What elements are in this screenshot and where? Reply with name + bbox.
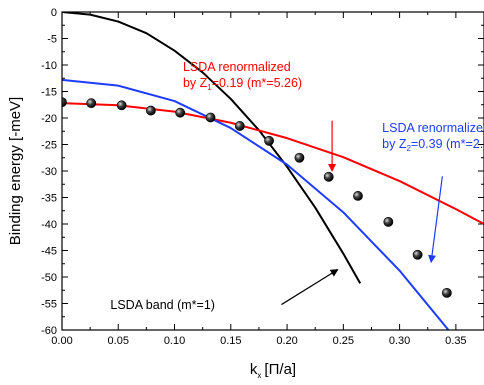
plot-frame	[61, 11, 484, 331]
y-tick-label: -15	[41, 87, 57, 99]
x-axis-title-sub: x	[257, 371, 261, 380]
lsda-z1-line	[62, 102, 484, 225]
data-point	[383, 216, 394, 227]
data-point	[205, 112, 216, 123]
y-tick-label: -20	[41, 113, 57, 125]
data-point	[146, 105, 156, 116]
data-point	[412, 249, 423, 260]
x-tick-label: 0.15	[220, 335, 241, 347]
x-tick-label: 0.00	[51, 335, 72, 347]
x-tick-label: 0.30	[389, 335, 410, 347]
x-axis-title-unit: [Π/a]	[264, 361, 296, 378]
data-point	[441, 287, 452, 298]
data-point	[323, 171, 334, 182]
y-tick-label: 0	[51, 7, 57, 19]
y-tick-label: -50	[41, 272, 57, 284]
data-point	[175, 107, 186, 118]
annotation-red-line1: LSDA renormalized	[183, 60, 291, 74]
data-point	[294, 152, 305, 163]
annotation-black-arrow	[281, 269, 339, 306]
series-layer	[62, 12, 484, 330]
data-point	[264, 135, 274, 146]
y-tick-label: -60	[41, 325, 57, 337]
annotation-black: LSDA band (m*=1)	[110, 269, 339, 312]
y-tick-label: -10	[41, 60, 57, 72]
lsda-band-line	[62, 12, 362, 284]
y-axis-title: Binding energy [-meV]	[7, 97, 24, 245]
y-tick-label: -40	[41, 219, 57, 231]
x-tick-label: 0.10	[164, 335, 185, 347]
data-point	[353, 191, 363, 201]
x-tick-label: 0.35	[445, 335, 466, 347]
x-axis-title: kx [Π/a]	[250, 361, 296, 380]
x-tick-label: 0.25	[333, 335, 354, 347]
data-point	[234, 121, 245, 131]
annotation-blue-arrow	[428, 176, 443, 264]
y-tick-label: -25	[41, 140, 57, 152]
annotation-red-line2: by Z1=0.19 (m*=5.26)	[183, 76, 302, 92]
annotation-black-line1: LSDA band (m*=1)	[110, 298, 215, 312]
annotation-blue: LSDA renormalized by Z2=0.39 (m*=2.56)	[382, 121, 484, 264]
x-tick-label: 0.20	[276, 335, 297, 347]
y-tick-label: -5	[47, 34, 57, 46]
lsda-z2-line	[62, 78, 450, 330]
annotation-blue-line2: by Z2=0.39 (m*=2.56)	[382, 137, 484, 153]
x-tick-label: 0.05	[108, 335, 129, 347]
y-tick-label: -45	[41, 246, 57, 258]
y-tick-label: -30	[41, 166, 57, 178]
data-point	[86, 98, 97, 109]
annotation-red: LSDA renormalized by Z1=0.19 (m*=5.26)	[183, 60, 337, 172]
data-point	[116, 100, 127, 111]
y-tick-label: -35	[41, 193, 57, 205]
annotation-blue-line1: LSDA renormalized	[382, 121, 484, 135]
x-axis-title-main: k	[250, 361, 258, 378]
tick-labels: 0.00 0.05 0.10 0.15 0.20 0.25 0.30 0.35 0 -5 -10 -1…	[41, 7, 466, 347]
y-tick-label: -55	[41, 299, 57, 311]
